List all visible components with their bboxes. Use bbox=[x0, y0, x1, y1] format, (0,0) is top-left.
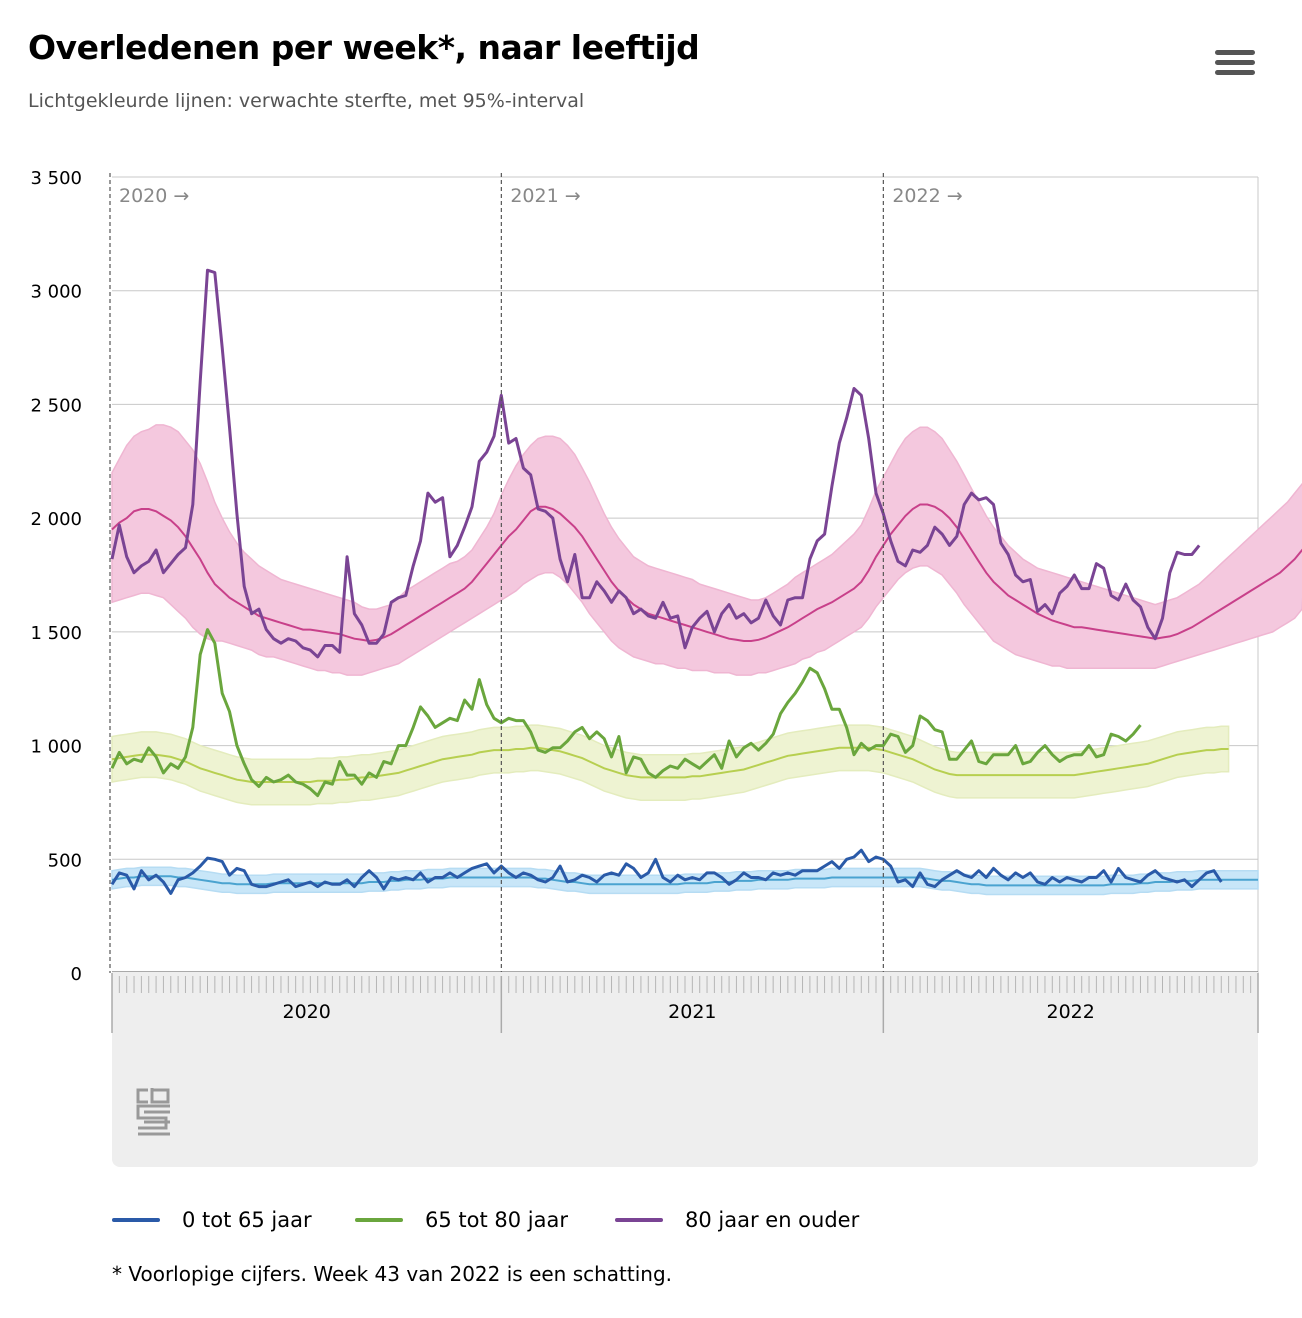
y-tick-label: 0 bbox=[71, 964, 82, 985]
navigator-year-label: 2020 bbox=[282, 1001, 330, 1023]
navigator-ticks: 2020 2021 2022 bbox=[111, 973, 1259, 1033]
range-navigator[interactable]: 2020 2021 2022 bbox=[111, 972, 1259, 1167]
confidence-bands bbox=[111, 424, 1302, 896]
legend-item-80-plus[interactable]: 80 jaar en ouder bbox=[615, 1208, 859, 1232]
year-start-label: 2022 → bbox=[892, 185, 962, 207]
y-tick-label: 3 000 bbox=[30, 282, 82, 303]
actual-lines bbox=[110, 268, 1223, 895]
hamburger-menu-icon[interactable] bbox=[1215, 50, 1255, 82]
legend-swatch bbox=[112, 1218, 160, 1222]
year-markers: 2020 → 2021 → 2022 → bbox=[109, 173, 963, 973]
chart-area: 0 500 1 000 1 500 2 000 2 500 3 000 3 500 2020 … bbox=[30, 168, 1302, 1167]
legend-item-0-65[interactable]: 0 tot 65 jaar bbox=[112, 1208, 355, 1232]
legend-label: 80 jaar en ouder bbox=[685, 1208, 860, 1232]
menu-bar bbox=[1215, 70, 1255, 75]
y-tick-label: 1 500 bbox=[30, 623, 82, 644]
navigator-year-label: 2022 bbox=[1046, 1001, 1094, 1023]
legend: 0 tot 65 jaar 65 tot 80 jaar 80 jaar en … bbox=[112, 1208, 859, 1232]
y-tick-label: 2 000 bbox=[30, 509, 82, 530]
legend-label: 0 tot 65 jaar bbox=[182, 1208, 312, 1232]
year-start-label: 2021 → bbox=[510, 185, 580, 207]
navigator-background bbox=[112, 972, 1258, 1167]
chart-subtitle: Lichtgekleurde lijnen: verwachte sterfte… bbox=[28, 90, 585, 112]
navigator-year-label: 2021 bbox=[668, 1001, 716, 1023]
menu-bar bbox=[1215, 60, 1255, 65]
series-line-65-80[interactable] bbox=[110, 628, 1142, 798]
chart-title: Overledenen per week*, naar leeftijd bbox=[28, 28, 700, 67]
year-start-label: 2020 → bbox=[119, 185, 189, 207]
menu-bar bbox=[1215, 50, 1255, 55]
y-tick-label: 3 500 bbox=[30, 168, 82, 189]
legend-label: 65 tot 80 jaar bbox=[425, 1208, 568, 1232]
series-line-0-65[interactable] bbox=[110, 848, 1223, 895]
y-tick-label: 1 000 bbox=[30, 737, 82, 758]
y-tick-label: 500 bbox=[48, 850, 82, 871]
y-tick-label: 2 500 bbox=[30, 395, 82, 416]
expected-lines bbox=[111, 503, 1302, 887]
legend-swatch bbox=[355, 1218, 403, 1222]
series-line-80-plus[interactable] bbox=[110, 268, 1201, 659]
legend-swatch bbox=[615, 1218, 663, 1222]
cbs-logo bbox=[136, 1088, 170, 1136]
expected-line-80-plus bbox=[111, 503, 1302, 643]
band-80-plus bbox=[111, 424, 1302, 676]
legend-item-65-80[interactable]: 65 tot 80 jaar bbox=[355, 1208, 615, 1232]
gridlines bbox=[112, 176, 1259, 973]
footnote: * Voorlopige cijfers. Week 43 van 2022 i… bbox=[112, 1262, 673, 1286]
